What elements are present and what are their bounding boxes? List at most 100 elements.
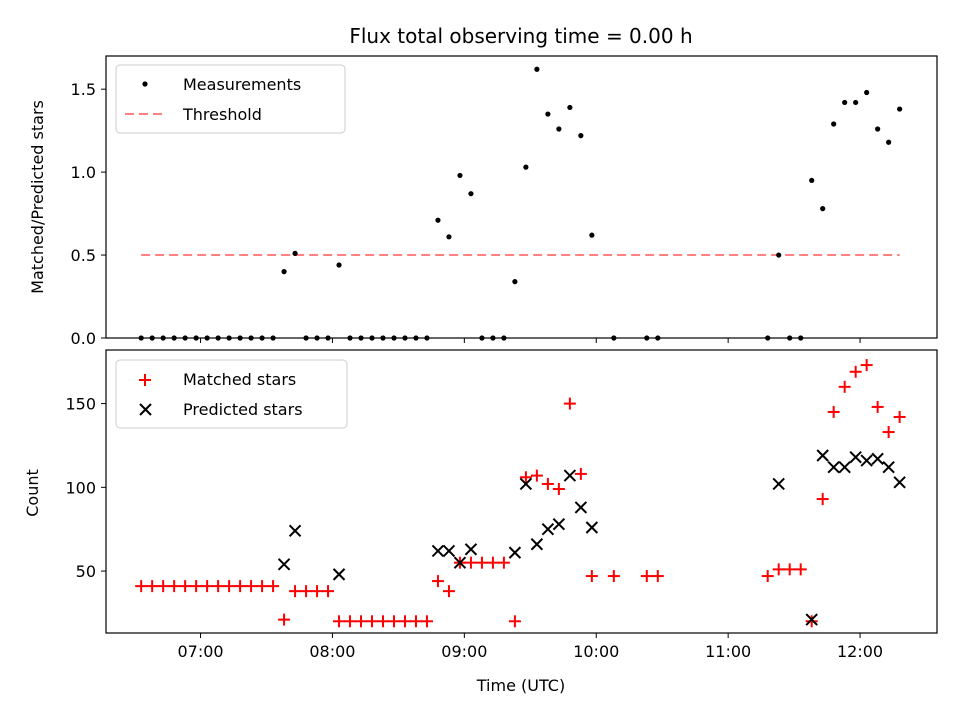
matched-star-point <box>431 575 444 588</box>
matched-star-point <box>827 405 840 418</box>
measurement-points <box>138 66 903 341</box>
predicted-star-point <box>882 461 895 474</box>
matched-star-point <box>585 570 598 583</box>
legend-matched-marker <box>139 374 151 386</box>
measurement-point <box>413 335 419 341</box>
y-tick-label: 0.0 <box>71 329 96 348</box>
matched-star-point <box>355 615 368 628</box>
predicted-star-point <box>464 543 478 556</box>
measurement-point <box>160 335 166 341</box>
matched-star-point <box>442 585 455 598</box>
matched-star-point <box>497 556 510 569</box>
measurement-point <box>875 126 881 132</box>
x-tick-label: 09:00 <box>441 642 487 661</box>
matched-star-point <box>201 580 214 593</box>
measurement-point <box>864 89 870 96</box>
matched-star-point <box>289 585 302 598</box>
predicted-star-point <box>838 461 851 474</box>
measurement-point <box>193 335 199 341</box>
measurement-point <box>259 335 265 341</box>
measurement-point <box>611 335 617 341</box>
x-tick-label: 10:00 <box>573 642 619 661</box>
matched-star-point <box>860 359 873 372</box>
measurement-point <box>215 335 221 341</box>
measurement-point <box>248 335 254 341</box>
predicted-star-point <box>827 461 840 474</box>
bottom-y-axis-label: Count <box>23 469 42 517</box>
matched-star-point <box>212 580 225 593</box>
predicted-star-point <box>442 544 456 558</box>
measurement-point <box>204 335 210 341</box>
matched-star-point <box>157 580 170 593</box>
measurement-point <box>391 335 397 341</box>
measurement-point <box>545 111 551 117</box>
measurement-point <box>853 99 859 106</box>
measurement-point <box>798 335 804 341</box>
chart-title: Flux total observing time = 0.00 h <box>349 24 692 48</box>
legend-threshold-label: Threshold <box>182 105 262 124</box>
y-tick-label: 150 <box>65 395 96 414</box>
matched-star-point <box>179 580 192 593</box>
matched-star-point <box>256 580 269 593</box>
measurement-point <box>886 139 892 145</box>
matched-star-point <box>486 556 499 569</box>
measurement-point <box>831 121 837 127</box>
measurement-point <box>809 177 815 184</box>
measurement-point <box>567 104 573 111</box>
legend-measurements-marker <box>142 81 148 87</box>
matched-star-point <box>871 400 884 413</box>
measurement-point <box>314 335 320 341</box>
predicted-star-point <box>871 452 884 466</box>
predicted-star-point <box>860 454 873 467</box>
measurement-point <box>479 335 485 341</box>
matched-star-point <box>640 570 653 583</box>
measurement-point <box>787 335 793 341</box>
matched-star-point <box>190 580 203 593</box>
top-y-axis-label: Matched/Predicted stars <box>28 100 47 294</box>
matched-star-point <box>849 365 862 378</box>
matched-star-point <box>300 585 313 598</box>
x-tick-label: 07:00 <box>177 642 223 661</box>
matched-star-point <box>344 615 357 628</box>
bottom-y-ticks: 50 100 150 <box>65 395 106 581</box>
predicted-star-point <box>508 546 522 559</box>
measurement-point <box>897 106 903 112</box>
measurement-point <box>303 335 309 341</box>
matched-star-point <box>541 477 554 490</box>
legend-matched-label: Matched stars <box>183 370 296 389</box>
measurement-point <box>138 335 144 341</box>
bottom-legend: Matched stars Predicted stars <box>115 359 348 429</box>
matched-star-point <box>234 580 247 593</box>
matched-star-point <box>552 482 565 495</box>
measurement-point <box>369 335 375 341</box>
predicted-star-point <box>563 469 577 482</box>
measurement-point <box>237 335 243 341</box>
legend-measurements-label: Measurements <box>183 75 301 94</box>
predicted-star-point <box>585 521 599 534</box>
measurement-point <box>512 279 518 285</box>
matched-star-point <box>838 380 851 393</box>
measurement-point <box>281 269 287 275</box>
measurement-point <box>446 234 452 240</box>
predicted-star-point <box>816 449 829 462</box>
top-legend-box <box>115 64 346 134</box>
measurement-point <box>292 250 298 256</box>
matched-star-point <box>508 615 521 628</box>
measurement-point <box>589 232 595 238</box>
x-tick-label: 11:00 <box>705 642 751 661</box>
measurement-point <box>182 335 188 341</box>
predicted-star-point <box>849 450 862 464</box>
y-tick-label: 1.5 <box>71 80 96 99</box>
matched-star-point <box>223 580 236 593</box>
measurement-point <box>820 206 826 212</box>
x-axis-label: Time (UTC) <box>476 676 565 695</box>
bottom-x-ticks: 07:00 08:00 09:00 10:00 11:00 12:00 <box>177 633 883 661</box>
matched-star-point <box>530 469 543 482</box>
measurement-point <box>347 335 353 341</box>
x-tick-label: 08:00 <box>309 642 355 661</box>
matched-star-point <box>398 615 411 628</box>
measurement-point <box>765 335 771 341</box>
measurement-point <box>501 335 507 341</box>
